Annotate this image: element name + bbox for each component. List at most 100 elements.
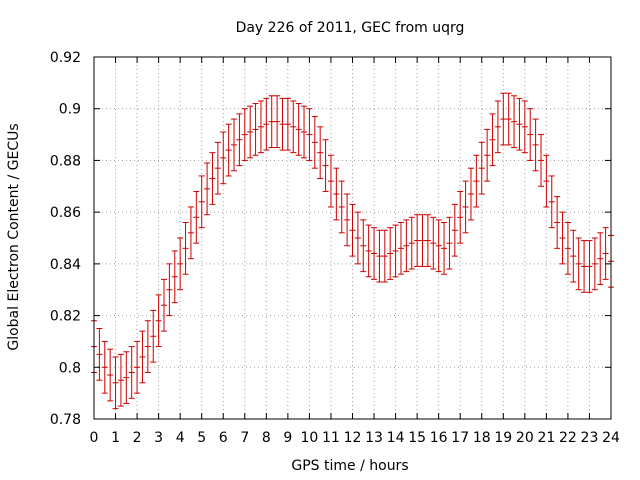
error-bar-point xyxy=(257,100,264,154)
x-tick-label: 16 xyxy=(430,430,448,446)
error-bar-point xyxy=(225,123,232,177)
x-tick-label: 24 xyxy=(602,430,620,446)
error-bar-point xyxy=(112,356,119,410)
x-tick-label: 23 xyxy=(581,430,599,446)
error-bar-point xyxy=(193,190,200,244)
error-bar-point xyxy=(451,203,458,257)
error-bar-point xyxy=(371,227,378,280)
error-bar-point xyxy=(241,108,248,161)
x-tick-label: 1 xyxy=(111,430,120,446)
error-bar-point xyxy=(204,162,211,216)
error-bar-point xyxy=(301,105,308,159)
error-bar-point xyxy=(387,227,394,280)
error-bar-point xyxy=(505,92,512,146)
y-tick-label: 0.84 xyxy=(50,257,81,273)
error-bar-point xyxy=(214,141,221,195)
error-bar-point xyxy=(602,227,609,280)
error-bar-point xyxy=(419,214,426,267)
error-bar-point xyxy=(338,180,345,234)
error-bar-point xyxy=(290,100,297,154)
x-tick-label: 9 xyxy=(283,430,292,446)
error-bar-point xyxy=(527,108,534,161)
error-bar-point xyxy=(96,328,103,381)
error-bar-point xyxy=(494,100,501,154)
x-tick-label: 0 xyxy=(90,430,99,446)
error-bar-point xyxy=(166,263,173,317)
error-bar-point xyxy=(279,97,286,151)
y-tick-label: 0.9 xyxy=(59,102,81,118)
error-bar-point xyxy=(376,229,383,283)
error-bar-point xyxy=(306,108,313,161)
error-bar-point xyxy=(263,97,270,151)
x-tick-label: 19 xyxy=(494,430,512,446)
error-bar-point xyxy=(586,240,593,293)
error-bar-point xyxy=(117,353,124,407)
error-bar-point xyxy=(150,309,157,363)
error-bar-point xyxy=(252,103,259,156)
error-bar-point xyxy=(500,92,507,146)
error-bar-point xyxy=(101,340,108,394)
error-bar-point xyxy=(516,97,523,151)
error-bar-point xyxy=(182,221,189,275)
x-tick-label: 11 xyxy=(322,430,340,446)
x-tick-label: 15 xyxy=(408,430,426,446)
error-bar-point xyxy=(322,139,329,192)
error-bar-point xyxy=(570,229,577,283)
y-axis-label: Global Electron Content / GECUs xyxy=(6,123,22,350)
error-bar-point xyxy=(441,221,448,275)
x-tick-label: 3 xyxy=(154,430,163,446)
error-bar-point xyxy=(360,219,367,273)
error-bar-point xyxy=(559,211,566,265)
error-bar-point xyxy=(537,134,544,187)
error-bar-point xyxy=(575,237,582,291)
y-tick-label: 0.78 xyxy=(50,412,81,428)
x-tick-label: 6 xyxy=(219,430,228,446)
x-tick-label: 10 xyxy=(301,430,319,446)
error-bar-point xyxy=(473,154,480,208)
error-bar-point xyxy=(478,141,485,195)
error-bar-point xyxy=(161,278,168,332)
error-bar-point xyxy=(408,216,415,270)
error-bar-point xyxy=(134,340,141,394)
error-bar-point xyxy=(511,95,518,148)
chart-title: Day 226 of 2011, GEC from uqrg xyxy=(236,20,465,36)
error-bar-point xyxy=(209,152,216,205)
x-tick-label: 7 xyxy=(240,430,249,446)
error-bar-point xyxy=(349,203,356,257)
error-bar-point xyxy=(489,113,496,167)
y-tick-label: 0.88 xyxy=(50,153,81,169)
error-bar-point xyxy=(295,103,302,156)
x-tick-label: 21 xyxy=(537,430,555,446)
x-tick-label: 14 xyxy=(387,430,405,446)
x-tick-label: 5 xyxy=(197,430,206,446)
y-tick-label: 0.92 xyxy=(50,50,81,66)
x-tick-label: 20 xyxy=(516,430,534,446)
x-tick-label: 12 xyxy=(344,430,362,446)
error-bar-point xyxy=(521,100,528,154)
error-bar-point xyxy=(414,214,421,267)
error-bar-point xyxy=(177,237,184,291)
y-tick-label: 0.8 xyxy=(59,360,81,376)
error-bar-point xyxy=(430,216,437,270)
error-bar-point xyxy=(457,190,464,244)
error-bar-point xyxy=(284,97,291,151)
error-bar-point xyxy=(424,214,431,267)
error-bar-point xyxy=(543,154,550,208)
error-bar-point xyxy=(381,229,388,283)
error-bar-point xyxy=(231,118,238,172)
y-tick-label: 0.86 xyxy=(50,205,81,221)
error-bar-point xyxy=(354,211,361,265)
error-bar-point xyxy=(198,175,205,229)
error-bar-point xyxy=(446,216,453,270)
error-bar-point xyxy=(532,118,539,172)
error-bar-point xyxy=(333,167,340,221)
error-bar-point xyxy=(564,221,571,275)
error-bar-point xyxy=(187,206,194,260)
error-bar-point xyxy=(484,128,491,182)
error-bar-point xyxy=(327,154,334,208)
x-tick-label: 8 xyxy=(262,430,271,446)
error-bar-point xyxy=(220,131,227,185)
error-bar-point xyxy=(597,232,604,286)
error-bar-point xyxy=(365,224,372,278)
x-tick-label: 2 xyxy=(133,430,142,446)
